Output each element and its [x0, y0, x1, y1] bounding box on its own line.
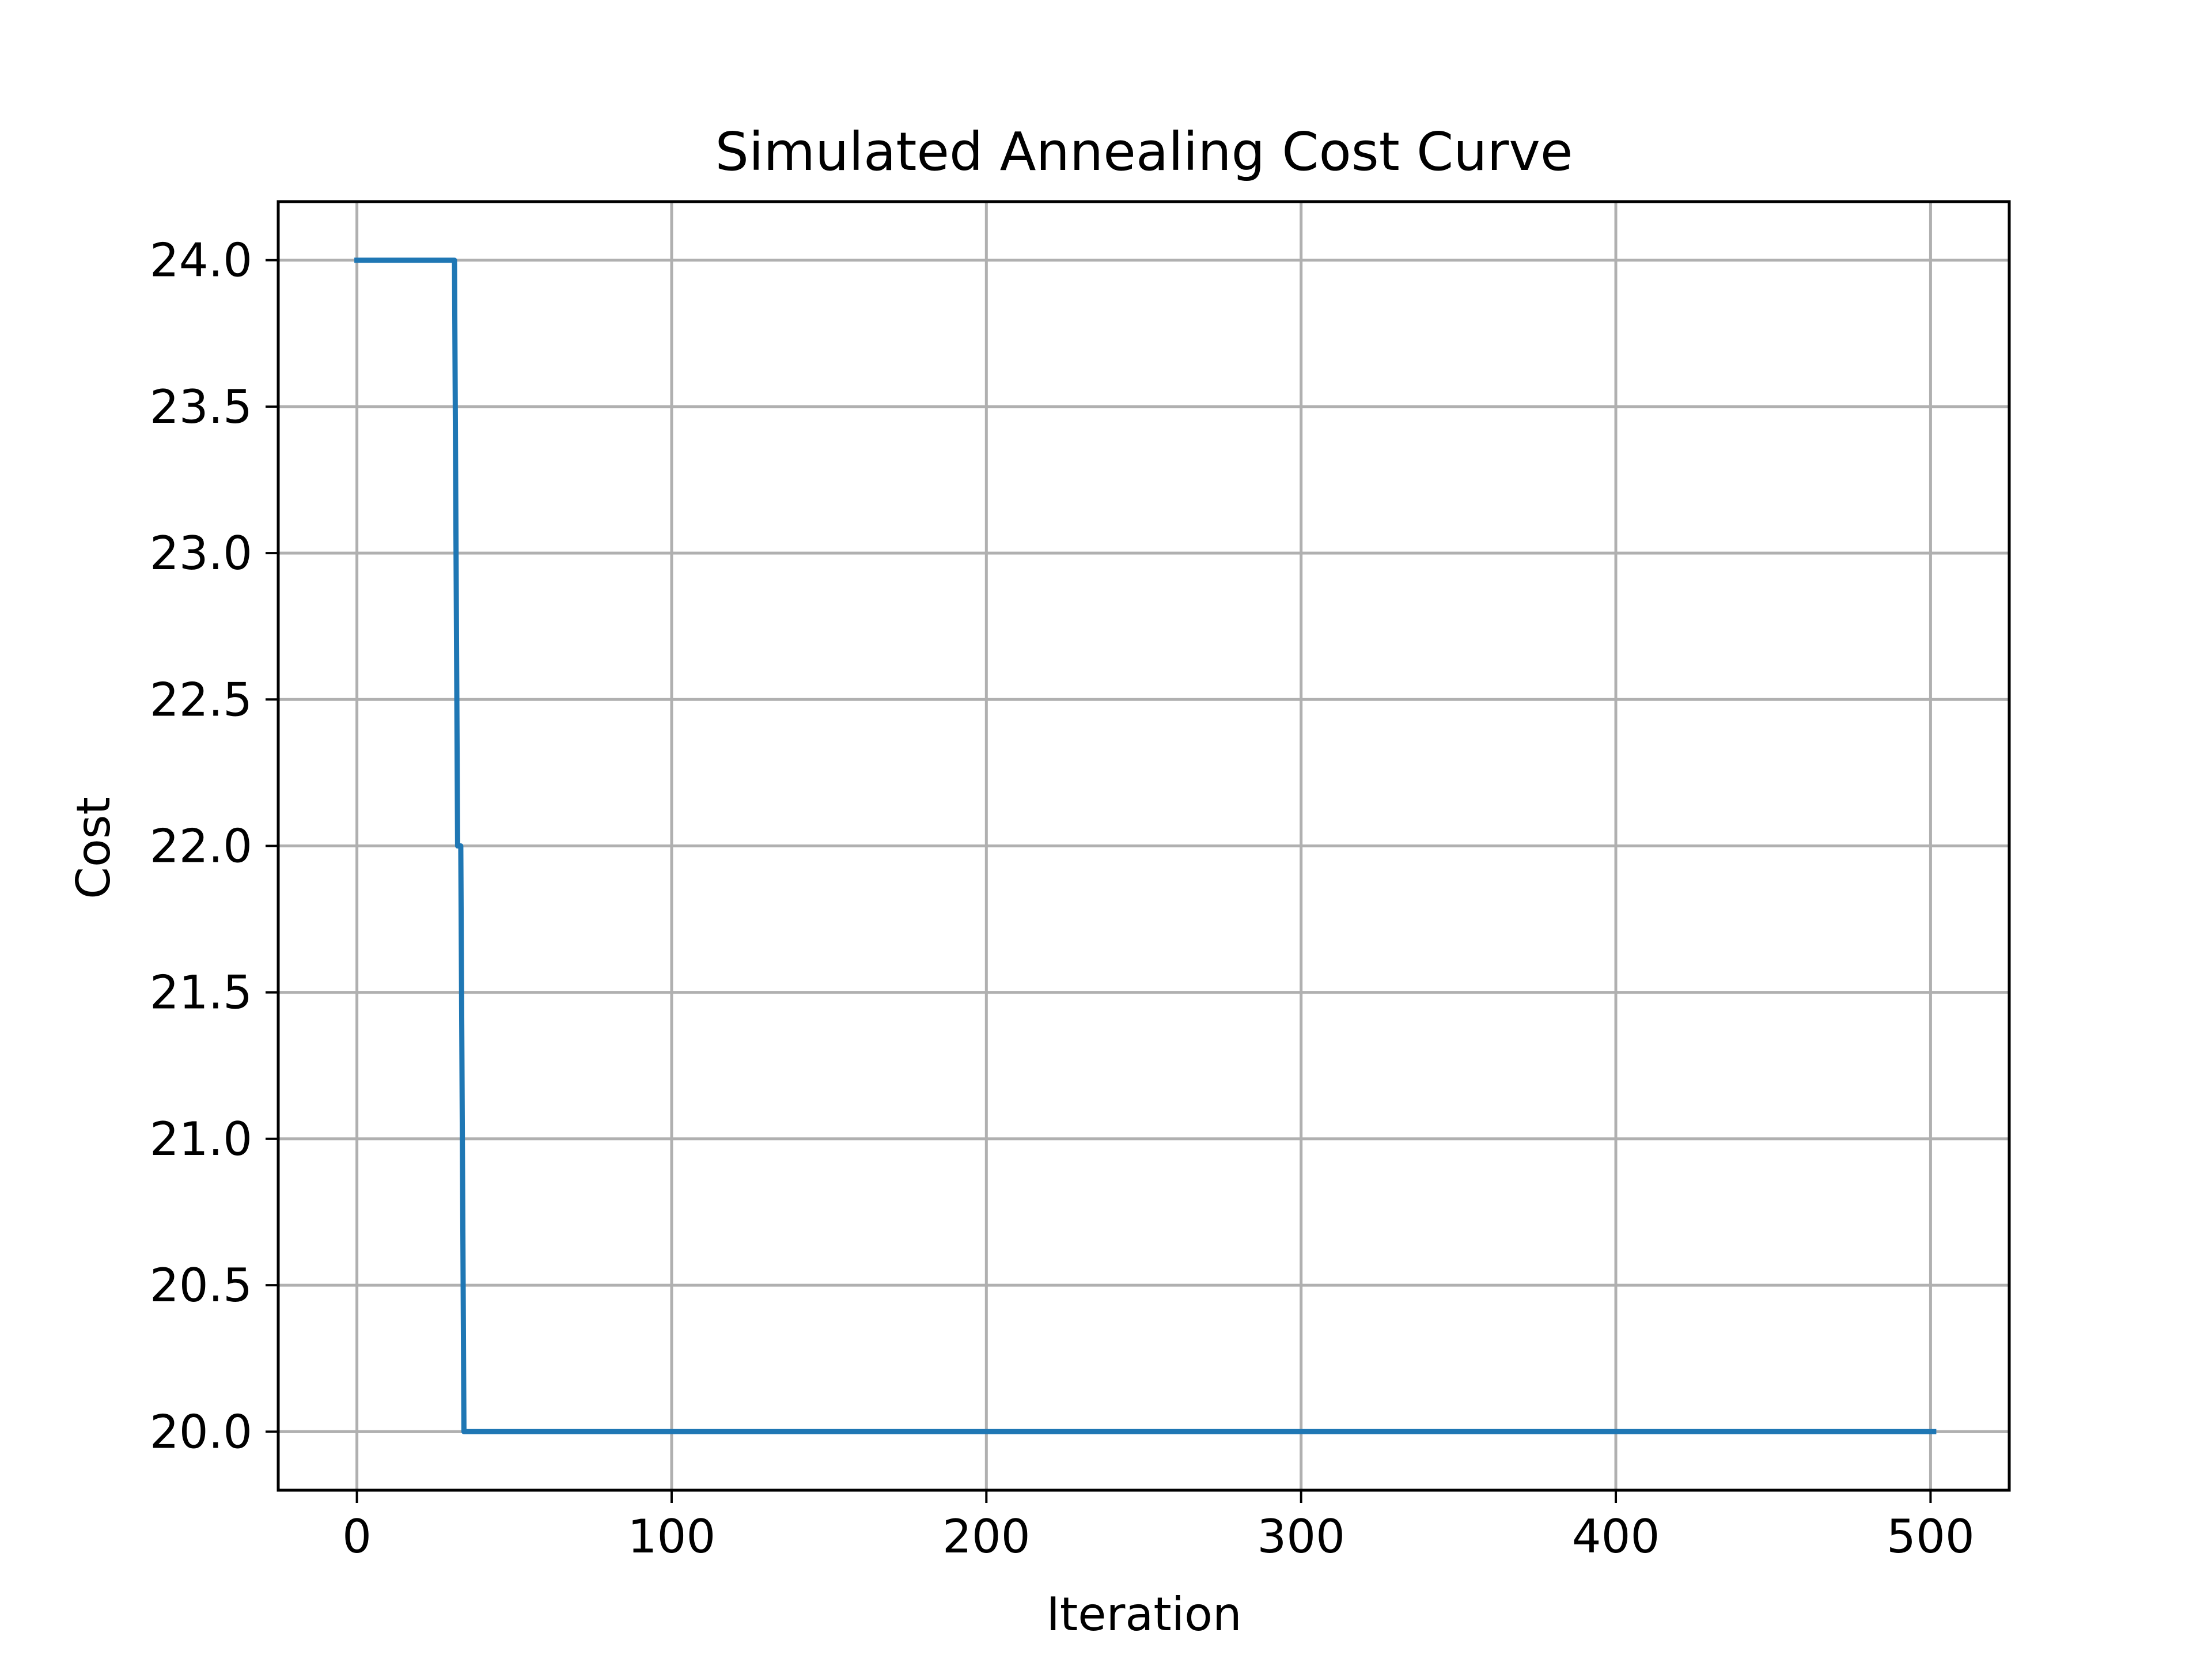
- x-tick-label: 100: [628, 1510, 716, 1563]
- series-layer: [354, 257, 1937, 1434]
- y-tick-label: 21.0: [150, 1112, 252, 1166]
- ticks: [266, 259, 1932, 1503]
- y-tick-label: 24.0: [150, 234, 252, 287]
- y-tick-label: 22.5: [150, 673, 252, 726]
- tick-labels: 0 100 200 300 400 500 20.0 20.5 21.0 21.5 22.0 22.5…: [150, 234, 1975, 1563]
- x-tick-label: 400: [1572, 1510, 1660, 1563]
- x-tick-label: 200: [942, 1510, 1031, 1563]
- x-tick-label: 0: [342, 1510, 372, 1563]
- x-axis-label: Iteration: [1046, 1588, 1241, 1641]
- y-tick-label: 21.5: [150, 966, 252, 1020]
- y-tick-label: 22.0: [150, 820, 252, 873]
- x-tick-label: 300: [1257, 1510, 1345, 1563]
- y-tick-label: 23.5: [150, 380, 252, 434]
- y-axis-label: Cost: [67, 797, 120, 899]
- y-tick-label: 23.0: [150, 527, 252, 580]
- grid: [278, 202, 2009, 1490]
- y-tick-label: 20.0: [150, 1405, 252, 1459]
- chart-title: Simulated Annealing Cost Curve: [715, 121, 1573, 183]
- x-tick-label: 500: [1887, 1510, 1975, 1563]
- cost-series-line: [354, 257, 1937, 1434]
- y-tick-label: 20.5: [150, 1259, 252, 1312]
